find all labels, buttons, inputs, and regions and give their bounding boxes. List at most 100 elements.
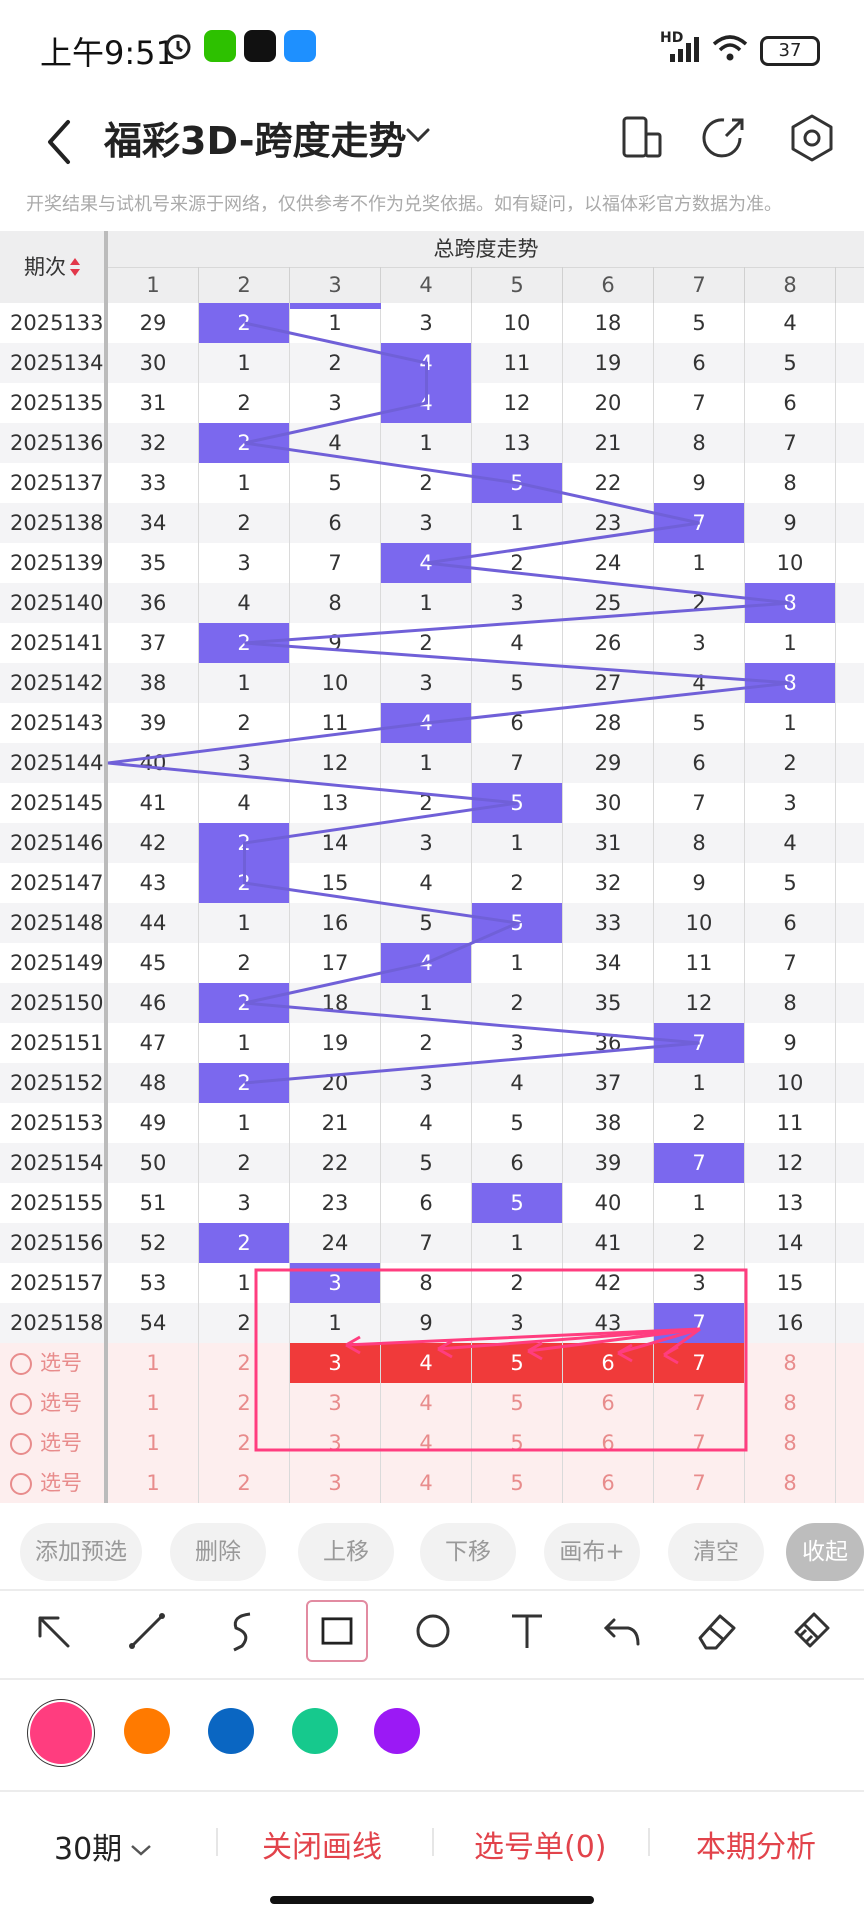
pick-cell[interactable]: 5 <box>472 1383 563 1423</box>
pick-cell[interactable]: 3 <box>290 1423 381 1463</box>
toolbar-button-0[interactable]: 添加预选 <box>20 1523 142 1581</box>
color-swatch[interactable] <box>292 1708 338 1754</box>
pick-radio-icon[interactable] <box>10 1473 32 1495</box>
trend-cell: 4 <box>472 1063 563 1103</box>
trend-cell: 37 <box>108 623 199 663</box>
trend-cell: 6 <box>745 903 836 943</box>
trend-cell: 31 <box>108 383 199 423</box>
pick-cell[interactable]: 2 <box>199 1463 290 1503</box>
line-tool-icon[interactable] <box>116 1600 178 1662</box>
pick-cell[interactable]: 6 <box>563 1383 654 1423</box>
issue-column-header[interactable]: 期次 <box>0 231 108 303</box>
pick-radio-icon[interactable] <box>10 1393 32 1415</box>
back-button[interactable] <box>36 112 86 172</box>
toolbar-button-6[interactable]: 收起 <box>786 1523 864 1581</box>
trend-cell: 4 <box>745 303 836 343</box>
pick-cell-selected[interactable]: 4 <box>381 1343 472 1383</box>
arrow-tool-icon[interactable] <box>22 1600 84 1662</box>
trend-cell: 37 <box>563 1063 654 1103</box>
trend-cell: 43 <box>108 863 199 903</box>
text-tool-icon[interactable] <box>496 1600 558 1662</box>
pick-row-label[interactable]: 选号 <box>0 1343 108 1383</box>
period-selector[interactable]: 30期 <box>54 1824 154 1868</box>
pick-cell[interactable]: 8 <box>745 1343 836 1383</box>
pick-row[interactable]: 选号 1 2 3 4 5 6 7 8 <box>0 1383 864 1423</box>
pick-cell[interactable]: 7 <box>654 1423 745 1463</box>
trend-cell: 3 <box>381 663 472 703</box>
alarm-icon <box>165 34 191 60</box>
toolbar-button-5[interactable]: 清空 <box>668 1523 764 1581</box>
period-analysis-button[interactable]: 本期分析 <box>696 1830 816 1865</box>
pick-cell[interactable]: 8 <box>745 1423 836 1463</box>
close-lines-button[interactable]: 关闭画线 <box>262 1830 382 1865</box>
pick-cell[interactable]: 2 <box>199 1383 290 1423</box>
toolbar-button-2[interactable]: 上移 <box>298 1523 394 1581</box>
eraser-icon[interactable] <box>686 1600 748 1662</box>
pick-cell-selected[interactable]: 3 <box>290 1343 381 1383</box>
pick-cell[interactable]: 1 <box>108 1383 199 1423</box>
color-swatch[interactable] <box>208 1708 254 1754</box>
share-icon[interactable] <box>696 110 752 166</box>
table-row: 2025147 43 2 15 4 2 32 9 5 <box>0 863 864 903</box>
color-swatch[interactable] <box>124 1708 170 1754</box>
pick-cell[interactable]: 1 <box>108 1463 199 1503</box>
pick-cell-selected[interactable]: 5 <box>472 1343 563 1383</box>
table-row: 2025137 33 1 5 2 5 22 9 8 <box>0 463 864 503</box>
pick-cell[interactable]: 4 <box>381 1463 472 1503</box>
sort-icon[interactable] <box>70 258 80 278</box>
pick-cell[interactable]: 7 <box>654 1383 745 1423</box>
settings-icon[interactable] <box>784 110 840 166</box>
pick-cell[interactable]: 5 <box>472 1463 563 1503</box>
pick-cell-selected[interactable]: 7 <box>654 1343 745 1383</box>
trend-cell: 51 <box>108 1183 199 1223</box>
pick-row-label[interactable]: 选号 <box>0 1383 108 1423</box>
page-title[interactable]: 福彩3D-跨度走势 <box>104 119 407 163</box>
pick-row-label[interactable]: 选号 <box>0 1463 108 1503</box>
pick-cell[interactable]: 4 <box>381 1423 472 1463</box>
pick-cell[interactable]: 1 <box>108 1423 199 1463</box>
trend-cell: 42 <box>563 1263 654 1303</box>
undo-icon[interactable] <box>592 1600 654 1662</box>
pick-radio-icon[interactable] <box>10 1433 32 1455</box>
pick-cell[interactable]: 2 <box>199 1423 290 1463</box>
home-indicator[interactable] <box>270 1896 594 1904</box>
pick-cell[interactable]: 6 <box>563 1463 654 1503</box>
pick-row[interactable]: 选号 1 2 3 4 5 6 7 8 <box>0 1343 864 1383</box>
pick-cell[interactable]: 3 <box>290 1383 381 1423</box>
pick-cell[interactable]: 8 <box>745 1463 836 1503</box>
toolbar-button-4[interactable]: 画布+ <box>544 1523 640 1581</box>
column-header-1: 1 <box>108 267 199 303</box>
trend-cell: 20 <box>563 383 654 423</box>
pick-cell[interactable]: 7 <box>654 1463 745 1503</box>
pick-cell[interactable]: 6 <box>563 1423 654 1463</box>
circle-tool-icon[interactable] <box>402 1600 464 1662</box>
pick-cell[interactable]: 5 <box>472 1423 563 1463</box>
pick-row[interactable]: 选号 1 2 3 4 5 6 7 8 <box>0 1423 864 1463</box>
pick-cell[interactable]: 1 <box>108 1343 199 1383</box>
trend-cell: 10 <box>472 303 563 343</box>
pick-cell[interactable]: 3 <box>290 1463 381 1503</box>
trend-cell: 7 <box>472 743 563 783</box>
color-swatch[interactable] <box>30 1702 92 1764</box>
issue-number: 2025151 <box>0 1023 108 1063</box>
chevron-down-icon[interactable] <box>400 114 436 154</box>
pick-row-label[interactable]: 选号 <box>0 1423 108 1463</box>
clear-brush-icon[interactable] <box>780 1600 842 1662</box>
pick-radio-icon[interactable] <box>10 1353 32 1375</box>
toolbar-button-1[interactable]: 删除 <box>170 1523 266 1581</box>
selection-list-button[interactable]: 选号单(0) <box>474 1830 607 1865</box>
color-swatch[interactable] <box>374 1708 420 1754</box>
toolbar-button-3[interactable]: 下移 <box>420 1523 516 1581</box>
pick-cell[interactable]: 8 <box>745 1383 836 1423</box>
pick-cell-selected[interactable]: 6 <box>563 1343 654 1383</box>
layout-toggle-icon[interactable] <box>614 110 670 166</box>
pick-cell[interactable]: 2 <box>199 1343 290 1383</box>
rectangle-tool-icon[interactable] <box>306 1600 368 1662</box>
issue-number: 2025133 <box>0 303 108 343</box>
pick-row[interactable]: 选号 1 2 3 4 5 6 7 8 <box>0 1463 864 1503</box>
pick-cell[interactable]: 4 <box>381 1383 472 1423</box>
trend-cell: 53 <box>108 1263 199 1303</box>
freehand-tool-icon[interactable] <box>212 1600 274 1662</box>
trend-cell: 30 <box>108 343 199 383</box>
table-row: 2025151 47 1 19 2 3 36 7 9 <box>0 1023 864 1063</box>
